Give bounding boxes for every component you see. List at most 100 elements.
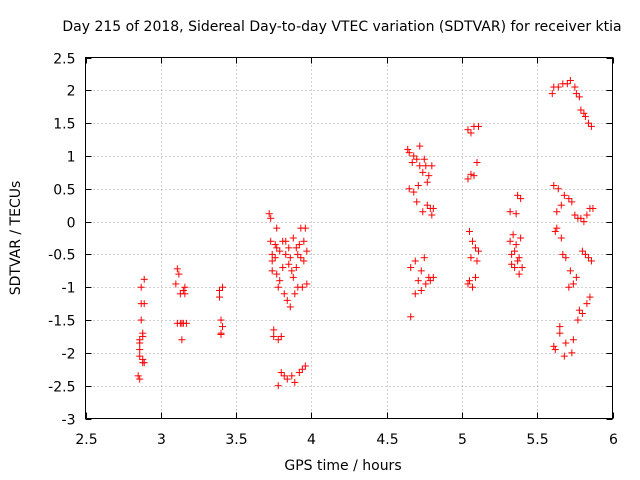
data-point	[471, 244, 479, 252]
data-point	[569, 280, 577, 288]
data-point	[473, 159, 481, 167]
data-point	[298, 283, 306, 291]
data-point	[282, 237, 290, 245]
data-point	[136, 346, 144, 354]
data-point	[271, 241, 279, 249]
data-point	[136, 352, 144, 360]
data-point	[140, 300, 148, 308]
y-tick-label: -1.5	[48, 314, 75, 330]
data-point	[578, 309, 586, 317]
data-point	[551, 227, 559, 235]
data-point	[508, 260, 516, 268]
data-point	[515, 254, 523, 262]
chart-title: Day 215 of 2018, Sidereal Day-to-day VTE…	[62, 19, 621, 35]
data-point	[288, 267, 296, 275]
data-point	[474, 247, 482, 255]
data-point	[587, 257, 595, 265]
data-point	[517, 234, 525, 242]
data-point	[283, 375, 291, 383]
data-point	[420, 254, 428, 262]
data-point	[295, 241, 303, 249]
data-point	[560, 352, 568, 360]
data-point	[285, 244, 293, 252]
data-point	[571, 211, 579, 219]
data-point	[563, 80, 571, 88]
data-point	[182, 319, 190, 327]
data-point	[572, 273, 580, 281]
y-tick-label: 1	[67, 150, 76, 166]
y-tick-label: 2.5	[53, 52, 75, 68]
data-point	[289, 273, 297, 281]
data-point	[556, 329, 564, 337]
data-point	[425, 172, 433, 180]
data-point	[277, 332, 285, 340]
data-point	[550, 342, 558, 350]
data-point	[289, 234, 297, 242]
data-point	[557, 234, 565, 242]
data-point	[140, 275, 148, 283]
data-point	[506, 208, 514, 216]
data-point	[300, 257, 308, 265]
data-point	[553, 208, 561, 216]
data-point	[580, 109, 588, 117]
data-point	[562, 254, 570, 262]
data-point	[559, 250, 567, 258]
data-point	[554, 83, 562, 91]
data-point	[413, 155, 421, 163]
data-point	[423, 201, 431, 209]
data-point	[217, 330, 225, 338]
data-point	[279, 264, 287, 272]
y-tick-label: 0.5	[53, 183, 75, 199]
data-point	[511, 247, 519, 255]
data-point	[286, 303, 294, 311]
axis-ticks	[85, 57, 614, 420]
data-point	[587, 122, 595, 130]
data-point	[288, 372, 296, 380]
plot-frame	[85, 57, 613, 419]
data-point	[551, 346, 559, 354]
data-point	[291, 378, 299, 386]
data-point	[470, 172, 478, 180]
data-point	[405, 149, 413, 157]
data-point	[562, 339, 570, 347]
data-point	[506, 237, 514, 245]
data-point	[416, 162, 424, 170]
data-point	[581, 250, 589, 258]
data-point	[572, 90, 580, 98]
data-point	[280, 290, 288, 298]
data-point	[468, 237, 476, 245]
data-point	[276, 247, 284, 255]
y-tick-label: -2.5	[48, 380, 75, 396]
data-point	[568, 198, 576, 206]
x-tick-label: 6	[609, 432, 618, 448]
data-point	[553, 224, 561, 232]
y-tick-label: 0	[67, 216, 76, 232]
data-point	[417, 267, 425, 275]
data-point	[583, 300, 591, 308]
data-point	[178, 336, 186, 344]
data-point	[474, 122, 482, 130]
data-point	[471, 273, 479, 281]
data-point	[577, 214, 585, 222]
data-point	[428, 162, 436, 170]
x-tick-label: 3.5	[225, 432, 247, 448]
data-point	[566, 267, 574, 275]
data-point	[429, 204, 437, 212]
x-tick-label: 5.5	[526, 432, 548, 448]
data-points	[134, 76, 597, 390]
data-point	[175, 270, 183, 278]
data-point	[464, 280, 472, 288]
data-point	[509, 231, 517, 239]
data-point	[411, 257, 419, 265]
data-point	[292, 244, 300, 252]
data-point	[267, 237, 275, 245]
data-point	[518, 264, 526, 272]
data-point	[407, 313, 415, 321]
data-point	[217, 316, 225, 324]
data-point	[560, 191, 568, 199]
x-tick-label: 5	[458, 432, 467, 448]
data-point	[465, 227, 473, 235]
data-point	[548, 90, 556, 98]
data-point	[416, 142, 424, 150]
data-point	[581, 113, 589, 121]
